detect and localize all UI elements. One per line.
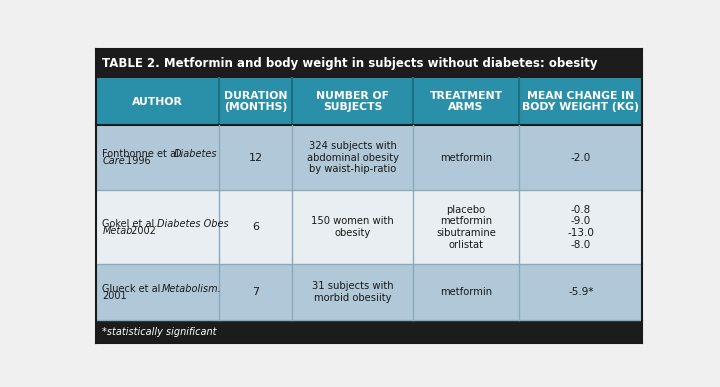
Text: metformin: metformin (440, 287, 492, 297)
Text: DURATION
(MONTHS): DURATION (MONTHS) (224, 91, 287, 112)
Text: TREATMENT
ARMS: TREATMENT ARMS (430, 91, 503, 112)
Text: *statistically significant: *statistically significant (102, 327, 217, 337)
Text: MEAN CHANGE IN
BODY WEIGHT (KG): MEAN CHANGE IN BODY WEIGHT (KG) (523, 91, 639, 112)
Bar (96, 78, 642, 125)
Bar (96, 320, 642, 343)
Bar (96, 264, 642, 320)
Text: 2002: 2002 (127, 226, 156, 236)
Text: NUMBER OF
SUBJECTS: NUMBER OF SUBJECTS (316, 91, 389, 112)
Text: 6: 6 (252, 222, 259, 232)
Text: Diabetes Obes: Diabetes Obes (157, 219, 229, 229)
Text: 150 women with
obesity: 150 women with obesity (311, 216, 394, 238)
Text: AUTHOR: AUTHOR (132, 97, 183, 106)
Text: -0.8
-9.0
-13.0
-8.0: -0.8 -9.0 -13.0 -8.0 (567, 205, 594, 250)
Text: Diabetes: Diabetes (174, 149, 217, 159)
Text: 31 subjects with
morbid obesiity: 31 subjects with morbid obesiity (312, 281, 393, 303)
Text: Care.: Care. (102, 156, 128, 166)
Text: 7: 7 (252, 287, 259, 297)
Text: 12: 12 (248, 152, 263, 163)
Text: Metabolism.: Metabolism. (161, 284, 221, 294)
Text: 2001: 2001 (102, 291, 127, 301)
Text: Metab.: Metab. (102, 226, 136, 236)
Text: metformin: metformin (440, 152, 492, 163)
Text: -5.9*: -5.9* (568, 287, 594, 297)
Bar (96, 190, 642, 264)
Text: Glueck et al.: Glueck et al. (102, 284, 167, 294)
Text: placebo
metformin
sibutramine
orlistat: placebo metformin sibutramine orlistat (436, 205, 496, 250)
Text: 324 subjects with
abdominal obesity
by waist-hip-ratio: 324 subjects with abdominal obesity by w… (307, 141, 399, 174)
Text: Gokel et al.: Gokel et al. (102, 219, 161, 229)
Text: Fontbonne et al.: Fontbonne et al. (102, 149, 185, 159)
Text: -2.0: -2.0 (571, 152, 591, 163)
Text: TABLE 2. Metformin and body weight in subjects without diabetes: obesity: TABLE 2. Metformin and body weight in su… (102, 57, 598, 70)
Text: 1996: 1996 (123, 156, 151, 166)
Bar (96, 50, 642, 78)
Bar (96, 125, 642, 190)
